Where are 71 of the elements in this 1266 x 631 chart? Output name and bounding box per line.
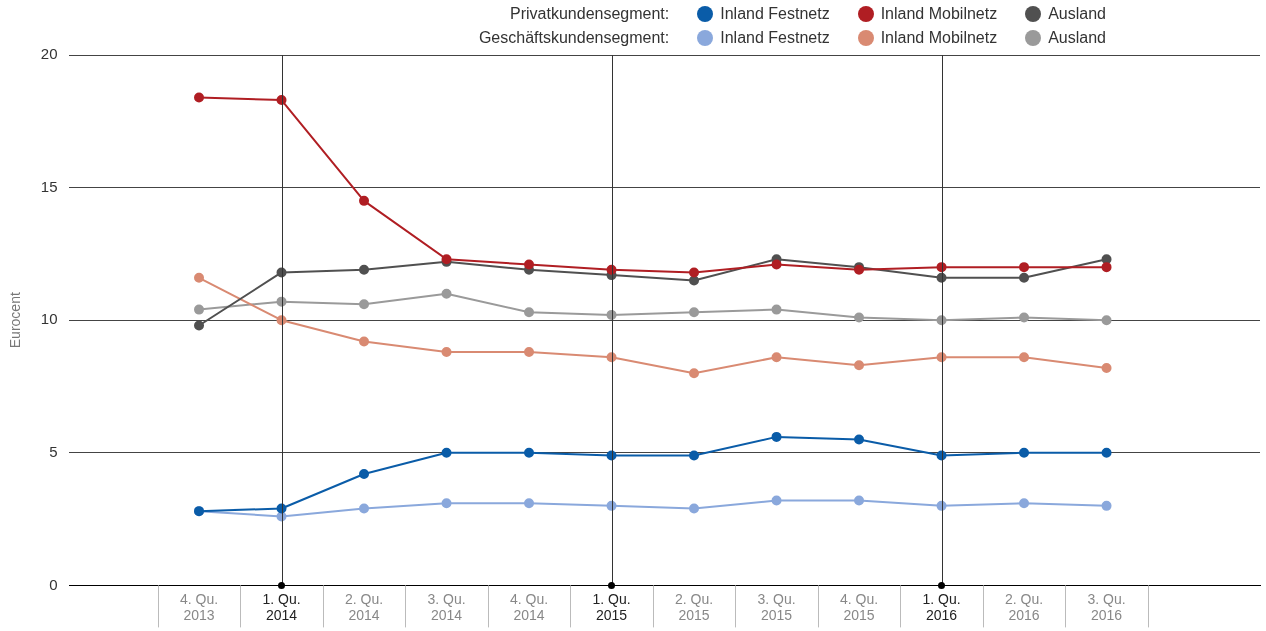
point	[689, 368, 700, 379]
point	[1101, 500, 1112, 511]
x-tick-label: 1. Qu. 2015	[592, 590, 631, 624]
point	[771, 352, 782, 363]
point	[524, 498, 535, 509]
point	[441, 498, 452, 509]
x-tick-label: 2. Qu. 2014	[344, 590, 384, 624]
y-tick-label: 20	[40, 45, 58, 63]
point	[854, 360, 865, 371]
legend-label: Ausland	[1048, 29, 1106, 47]
point	[689, 267, 700, 278]
point	[1019, 447, 1030, 458]
point	[524, 447, 535, 458]
x-tick-label: 3. Qu. 2016	[1087, 590, 1126, 624]
x-tick-label: 2. Qu. 2015	[674, 590, 714, 624]
point	[359, 195, 370, 206]
legend-label: Inland Mobilnetz	[880, 29, 998, 47]
x-tick-label: 1. Qu. 2014	[262, 590, 301, 624]
point	[194, 304, 205, 315]
point	[359, 503, 370, 514]
x-tick-label: 3. Qu. 2014	[427, 590, 466, 624]
point	[1019, 312, 1030, 323]
point	[194, 92, 205, 103]
legend-label: Inland Festnetz	[720, 5, 830, 23]
y-tick-label: 0	[49, 575, 58, 593]
legend-label: Ausland	[1048, 5, 1106, 23]
x-tick-label: 4. Qu. 2014	[509, 590, 549, 624]
y-tick-label: 10	[40, 310, 58, 328]
x-tick-label: 2. Qu. 2016	[1004, 590, 1044, 624]
point	[1019, 352, 1030, 363]
point	[1019, 272, 1030, 283]
point	[1019, 262, 1030, 273]
x-tick-label: 4. Qu. 2013	[179, 590, 219, 624]
point	[1101, 262, 1112, 273]
point	[689, 450, 700, 461]
y-axis-title: Eurocent	[7, 292, 24, 349]
point	[771, 259, 782, 270]
point	[1101, 447, 1112, 458]
legend-label: Inland Festnetz	[720, 29, 830, 47]
y-tick-label: 15	[40, 177, 58, 195]
point	[1019, 498, 1030, 509]
point	[524, 347, 535, 358]
point	[854, 312, 865, 323]
point	[441, 447, 452, 458]
point	[524, 307, 535, 318]
point	[441, 347, 452, 358]
point	[1101, 315, 1112, 326]
point	[359, 299, 370, 310]
point	[689, 307, 700, 318]
point	[194, 272, 205, 283]
x-tick-label: 1. Qu. 2016	[922, 590, 961, 624]
point	[854, 495, 865, 506]
point	[771, 304, 782, 315]
legend-label: Inland Mobilnetz	[880, 5, 998, 23]
point	[359, 336, 370, 347]
point	[1101, 362, 1112, 373]
point	[524, 259, 535, 270]
point	[854, 434, 865, 445]
point	[194, 320, 205, 331]
point	[689, 275, 700, 286]
text: Geschäftskundensegment:	[478, 29, 670, 47]
x-tick-label: 4. Qu. 2015	[839, 590, 879, 624]
text: Privatkundensegment:	[509, 5, 670, 23]
x-tick-label: 3. Qu. 2015	[757, 590, 796, 624]
point	[441, 288, 452, 299]
point	[359, 469, 370, 480]
point	[359, 264, 370, 275]
point	[771, 495, 782, 506]
point	[771, 431, 782, 442]
y-tick-label: 5	[49, 442, 58, 460]
point	[689, 503, 700, 514]
